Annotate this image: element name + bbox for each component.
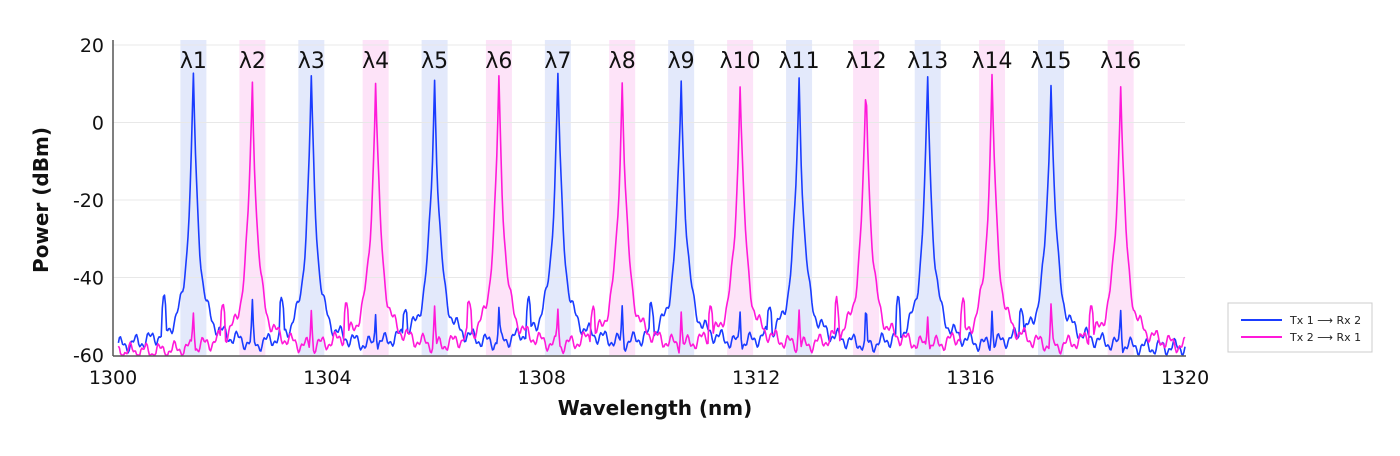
channel-label: λ14 [972,49,1013,74]
channel-label: λ4 [362,49,389,74]
channel-bands [180,40,1134,355]
x-tick-label: 1308 [518,367,566,389]
x-tick-label: 1312 [732,367,780,389]
channel-labels: λ1 λ2 λ3 λ4 λ5 λ6 λ7 λ8 λ9 λ10 λ11 λ12 λ13 λ14 λ15 λ16 [180,49,1141,74]
channel-label: λ1 [180,49,207,74]
y-tick-label: 20 [80,35,104,57]
channel-label: λ5 [421,49,448,74]
y-tick-label: -60 [73,345,104,367]
channel-label: λ10 [720,49,761,74]
legend-label-tx1: Tx 1 ⟶ Rx 2 [1289,314,1361,327]
channel-label: λ9 [668,49,695,74]
channel-label: λ16 [1100,49,1141,74]
channel-label: λ11 [779,49,820,74]
channel-label: λ6 [485,49,512,74]
channel-label: λ15 [1030,49,1071,74]
y-tick-labels: 20 0 -20 -40 -60 [73,35,104,367]
series-line-2 [117,73,1186,356]
legend-label-tx2: Tx 2 ⟶ Rx 1 [1289,331,1361,344]
series-lines [117,72,1186,356]
x-tick-label: 1304 [303,367,351,389]
x-tick-labels: 1300 1304 1308 1312 1316 1320 [89,367,1209,389]
x-tick-label: 1316 [946,367,994,389]
series-line-1 [117,72,1186,356]
channel-label: λ12 [846,49,887,74]
channel-label: λ13 [907,49,948,74]
x-tick-label: 1320 [1161,367,1209,389]
channel-band [853,40,880,355]
legend: Tx 1 ⟶ Rx 2 Tx 2 ⟶ Rx 1 [1227,302,1373,353]
y-tick-label: -20 [73,190,104,212]
channel-label: λ2 [239,49,266,74]
x-axis-title: Wavelength (nm) [558,396,753,420]
y-axis-title: Power (dBm) [29,127,53,273]
channel-label: λ7 [544,49,571,74]
x-tick-label: 1300 [89,367,137,389]
channel-label: λ8 [609,49,636,74]
gridlines [113,44,1185,278]
y-tick-label: 0 [92,113,104,135]
channel-label: λ3 [298,49,325,74]
y-tick-label: -40 [73,268,104,290]
